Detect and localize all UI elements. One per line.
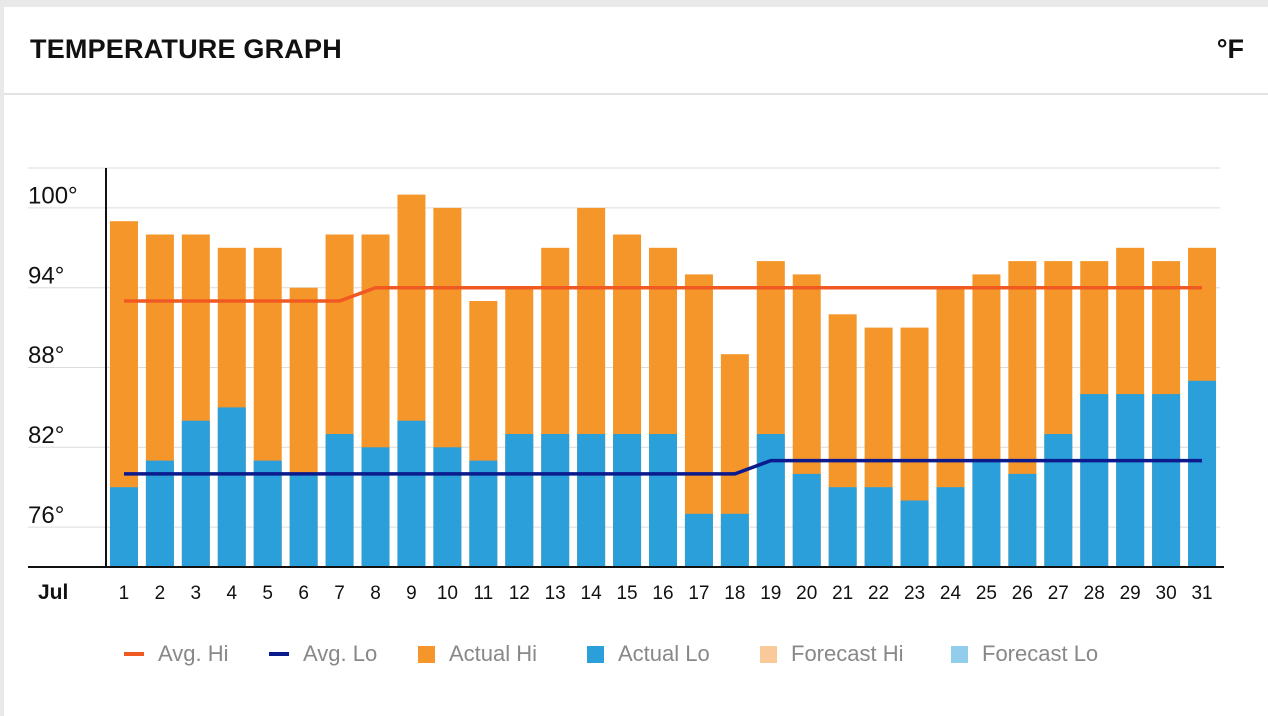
actual-lo-bar [361, 447, 390, 567]
x-tick-label: 14 [581, 583, 603, 604]
x-tick-label: 3 [191, 583, 202, 604]
actual-lo-bar [325, 434, 354, 567]
actual-lo-bar [1116, 394, 1145, 567]
x-tick-label: 8 [370, 583, 381, 604]
actual-lo-bar [217, 407, 246, 567]
avg-hi-line [124, 285, 1202, 303]
x-tick-label: 5 [262, 583, 273, 604]
x-tick-label: 9 [406, 583, 417, 604]
x-tick-label: 17 [688, 583, 709, 604]
x-tick-label: 15 [616, 583, 637, 604]
actual-lo-bar [433, 447, 462, 567]
legend-swatch [269, 652, 289, 656]
x-tick-label: 7 [334, 583, 345, 604]
legend-label: Forecast Lo [982, 641, 1099, 666]
x-tick-label: 12 [509, 583, 530, 604]
x-tick-label: 22 [868, 583, 889, 604]
actual-lo-bar [181, 420, 210, 567]
x-tick-label: 18 [724, 583, 745, 604]
legend-forecast-hi[interactable]: Forecast Hi [760, 639, 903, 669]
graph-title: TEMPERATURE GRAPH [30, 34, 342, 64]
actual-lo-bar [864, 487, 893, 567]
graph-header: TEMPERATURE GRAPH °F [4, 7, 1268, 95]
avg-lo-line [124, 458, 1202, 476]
legend-avg-hi[interactable]: Avg. Hi [124, 639, 229, 669]
x-tick-label: 26 [1012, 583, 1033, 604]
actual-lo-bar [613, 434, 642, 567]
actual-lo-bar [109, 487, 138, 567]
actual-lo-bar [1188, 380, 1217, 567]
legend-swatch [587, 645, 604, 663]
actual-lo-bar [289, 473, 318, 567]
actual-lo-bar [900, 500, 929, 567]
actual-lo-bar [1008, 473, 1037, 567]
x-tick-label: 31 [1191, 583, 1212, 604]
legend-swatch [951, 645, 968, 663]
y-tick-label: 88° [28, 342, 64, 369]
actual-lo-bar [720, 513, 749, 567]
actual-lo-bar [936, 487, 965, 567]
legend-forecast-lo[interactable]: Forecast Lo [951, 639, 1098, 669]
legend-avg-lo[interactable]: Avg. Lo [269, 639, 377, 669]
actual-lo-bar [469, 460, 498, 567]
actual-lo-bar [1044, 434, 1073, 567]
legend-actual-hi[interactable]: Actual Hi [418, 639, 537, 669]
legend-label: Avg. Hi [158, 641, 229, 666]
legend-label: Actual Hi [449, 641, 538, 666]
actual-lo-bar [649, 434, 677, 567]
legend-label: Forecast Hi [791, 641, 904, 666]
y-tick-label: 100° [28, 183, 78, 210]
y-tick-label: 76° [28, 502, 64, 529]
y-tick-label: 94° [28, 262, 64, 289]
chart-legend: Avg. Hi Avg. Lo Actual Hi Actual Lo Fore… [4, 639, 1268, 669]
x-tick-label: 24 [940, 583, 962, 604]
actual-lo-bar [972, 460, 1001, 567]
x-axis-month-label: Jul [38, 581, 68, 604]
actual-lo-bar [541, 434, 570, 567]
actual-lo-bar [397, 420, 426, 567]
legend-label: Actual Lo [618, 641, 710, 666]
unit-toggle[interactable]: °F [1216, 34, 1244, 64]
actual-lo-bar [253, 460, 282, 567]
x-tick-label: 10 [437, 583, 458, 604]
x-tick-label: 25 [976, 583, 997, 604]
x-tick-label: 13 [545, 583, 566, 604]
actual-lo-bar [792, 473, 821, 567]
x-tick-label: 6 [298, 583, 309, 604]
x-tick-label: 27 [1048, 583, 1069, 604]
legend-swatch [124, 652, 144, 656]
x-tick-label: 16 [652, 583, 673, 604]
actual-lo-bar [1080, 394, 1109, 567]
actual-lo-bar [1152, 394, 1181, 567]
legend-swatch [418, 645, 435, 663]
x-tick-label: 19 [760, 583, 781, 604]
actual-lo-bar [684, 513, 713, 567]
x-tick-label: 21 [832, 583, 853, 604]
legend-swatch [760, 645, 777, 663]
actual-lo-bar [577, 434, 606, 567]
actual-lo-bar [505, 434, 534, 567]
temperature-graph-panel: TEMPERATURE GRAPH °F 100° 94° 88° 82° 76° Jul… [4, 7, 1268, 716]
actual-lo-bar [145, 460, 174, 567]
x-tick-label: 2 [155, 583, 166, 604]
x-tick-label: 23 [904, 583, 925, 604]
x-tick-label: 1 [119, 583, 130, 604]
x-tick-label: 30 [1156, 583, 1177, 604]
y-tick-label: 82° [28, 422, 64, 449]
temperature-chart: 100°94°88°82°76°Jul 1 2 3 4 5 6 7 8 9 10 11 12 13 14 15… [28, 167, 1224, 604]
x-tick-label: 29 [1120, 583, 1141, 604]
actual-lo-bar [756, 434, 785, 567]
x-tick-label: 11 [473, 583, 493, 604]
legend-actual-lo[interactable]: Actual Lo [587, 639, 710, 669]
actual-lo-bar [828, 487, 857, 567]
legend-label: Avg. Lo [303, 641, 378, 666]
x-tick-label: 4 [226, 583, 237, 604]
x-tick-label: 20 [796, 583, 817, 604]
x-tick-label: 28 [1084, 583, 1105, 604]
